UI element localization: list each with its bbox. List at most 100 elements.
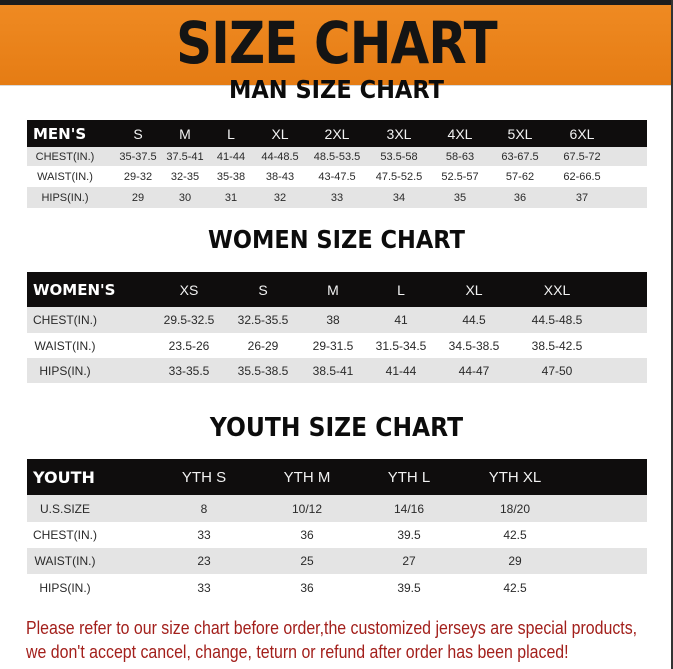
- notice-line-2: we don't accept cancel, change, teturn o…: [26, 641, 569, 662]
- row-label: WAIST(IN.): [34, 554, 96, 568]
- table-row: CHEST(IN.) 33 36 39.5 42.5: [27, 522, 647, 548]
- measurement-cell: 38.5-42.5: [531, 338, 583, 353]
- youth-size-table: YOUTH YTH S YTH M YTH L YTH XL U.S.SIZE 8 10/12…: [27, 459, 647, 601]
- measurement-cell: 63-67.5: [501, 150, 539, 163]
- measurement-cell: 35: [453, 191, 467, 204]
- table-header-row: WOMEN'S XS S M L XL XXL: [27, 272, 647, 307]
- table-row: CHEST(IN.) 29.5-32.5 32.5-35.5 38 41 44.5 44.5…: [27, 307, 647, 333]
- measurement-cell: 8: [200, 501, 208, 516]
- size-header-cell: XXL: [543, 281, 571, 298]
- measurement-cell: 37: [575, 191, 589, 204]
- measurement-cell: 39.5: [397, 580, 421, 595]
- measurement-cell: 33: [197, 580, 211, 595]
- size-header-cell: XL: [465, 281, 483, 298]
- measurement-cell: 67.5-72: [563, 150, 601, 163]
- row-label: CHEST(IN.): [33, 528, 97, 542]
- size-header-cell: S: [133, 125, 143, 142]
- measurement-cell: 41-44: [216, 150, 246, 163]
- measurement-cell: 35-38: [216, 170, 246, 183]
- measurement-cell: 47.5-52.5: [375, 170, 423, 183]
- measurement-cell: 41: [394, 313, 408, 327]
- table-row: HIPS(IN.) 33-35.5 35.5-38.5 38.5-41 41-44 44-…: [27, 358, 647, 383]
- measurement-cell: 35.5-38.5: [237, 363, 289, 378]
- youth-section-title: YOUTH SIZE CHART: [209, 413, 464, 443]
- men-section-title: MAN SIZE CHART: [229, 75, 444, 104]
- measurement-cell: 32: [273, 191, 287, 204]
- top-border: [0, 0, 673, 5]
- size-header-cell: L: [227, 125, 235, 142]
- measurement-cell: 36: [300, 580, 314, 595]
- measurement-cell: 38.5-41: [312, 363, 354, 378]
- measurement-cell: 30: [178, 191, 192, 204]
- women-section-title: WOMEN SIZE CHART: [208, 225, 465, 254]
- measurement-cell: 26-29: [247, 338, 279, 353]
- size-header-cell: YTH S: [181, 468, 227, 486]
- size-header-cell: L: [397, 281, 405, 298]
- measurement-cell: 29.5-32.5: [163, 313, 215, 327]
- measurement-cell: 35-37.5: [119, 150, 157, 163]
- row-label: WAIST(IN.): [34, 338, 96, 353]
- table-title-cell: WOMEN'S: [33, 280, 116, 299]
- row-label: WAIST(IN.): [37, 170, 93, 183]
- table-row: WAIST(IN.) 29-32 32-35 35-38 38-43 43-47.5 47.…: [27, 166, 647, 187]
- size-header-cell: 5XL: [507, 125, 533, 142]
- row-label: HIPS(IN.): [39, 580, 91, 595]
- measurement-cell: 27: [402, 554, 416, 568]
- table-header-row: MEN'S S M L XL 2XL 3XL 4XL 5XL 6XL: [27, 120, 647, 147]
- size-header-cell: M: [327, 281, 339, 298]
- size-header-cell: YTH L: [387, 468, 431, 486]
- men-size-table: MEN'S S M L XL 2XL 3XL 4XL 5XL 6XL CHEST(IN.) 35-37…: [27, 120, 647, 208]
- measurement-cell: 29: [508, 554, 522, 568]
- measurement-cell: 41-44: [385, 363, 417, 378]
- row-label: U.S.SIZE: [39, 501, 91, 516]
- measurement-cell: 32.5-35.5: [237, 313, 289, 327]
- measurement-cell: 23.5-26: [168, 338, 210, 353]
- measurement-cell: 14/16: [393, 501, 425, 516]
- row-label: CHEST(IN.): [35, 150, 95, 163]
- measurement-cell: 44.5-48.5: [531, 313, 583, 327]
- size-header-cell: 2XL: [324, 125, 350, 142]
- size-header-cell: 4XL: [447, 125, 473, 142]
- size-header-cell: S: [258, 281, 268, 298]
- measurement-cell: 42.5: [503, 580, 527, 595]
- size-header-cell: M: [179, 125, 191, 142]
- measurement-cell: 33: [197, 528, 211, 542]
- notice-line-1: Please refer to our size chart before or…: [26, 617, 638, 638]
- table-row: CHEST(IN.) 35-37.5 37.5-41 41-44 44-48.5 48.5…: [27, 147, 647, 166]
- measurement-cell: 36: [300, 528, 314, 542]
- measurement-cell: 36: [513, 191, 527, 204]
- measurement-cell: 58-63: [445, 150, 475, 163]
- measurement-cell: 53.5-58: [380, 150, 418, 163]
- table-row: HIPS(IN.) 29 30 31 32 33 34 35 36 37: [27, 187, 647, 208]
- measurement-cell: 29-31.5: [312, 338, 354, 353]
- table-title-cell: MEN'S: [33, 124, 87, 143]
- size-header-cell: 3XL: [386, 125, 412, 142]
- table-row: WAIST(IN.) 23.5-26 26-29 29-31.5 31.5-34.5 34…: [27, 333, 647, 358]
- size-header-cell: 6XL: [569, 125, 595, 142]
- table-title-cell: YOUTH: [33, 467, 95, 487]
- measurement-cell: 42.5: [503, 528, 527, 542]
- measurement-cell: 33: [330, 191, 344, 204]
- measurement-cell: 44.5: [462, 313, 486, 327]
- measurement-cell: 57-62: [505, 170, 535, 183]
- measurement-cell: 25: [300, 554, 314, 568]
- measurement-cell: 18/20: [499, 501, 531, 516]
- measurement-cell: 32-35: [170, 170, 200, 183]
- size-header-cell: YTH XL: [488, 468, 542, 486]
- measurement-cell: 10/12: [291, 501, 323, 516]
- measurement-cell: 23: [197, 554, 211, 568]
- measurement-cell: 29-32: [123, 170, 153, 183]
- size-header-cell: YTH M: [283, 468, 331, 486]
- measurement-cell: 47-50: [541, 363, 573, 378]
- row-label: CHEST(IN.): [33, 313, 97, 327]
- banner: SIZE CHART: [0, 5, 673, 86]
- measurement-cell: 31.5-34.5: [375, 338, 427, 353]
- measurement-cell: 39.5: [397, 528, 421, 542]
- size-header-cell: XL: [271, 125, 289, 142]
- women-size-table: WOMEN'S XS S M L XL XXL CHEST(IN.) 29.5-32.5 32.5…: [27, 272, 647, 383]
- measurement-cell: 37.5-41: [166, 150, 204, 163]
- measurement-cell: 38: [326, 313, 340, 327]
- measurement-cell: 52.5-57: [441, 170, 479, 183]
- size-header-cell: XS: [179, 281, 199, 298]
- measurement-cell: 29: [131, 191, 145, 204]
